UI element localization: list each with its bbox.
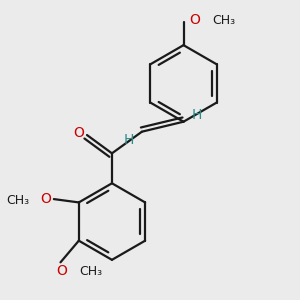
Text: O: O	[190, 13, 201, 27]
Text: H: H	[123, 133, 134, 147]
Text: O: O	[73, 126, 84, 140]
Text: CH₃: CH₃	[6, 194, 29, 207]
Text: O: O	[40, 192, 51, 206]
Text: CH₃: CH₃	[79, 265, 102, 278]
Text: CH₃: CH₃	[212, 14, 235, 27]
Text: O: O	[57, 264, 68, 278]
Text: H: H	[192, 108, 202, 122]
